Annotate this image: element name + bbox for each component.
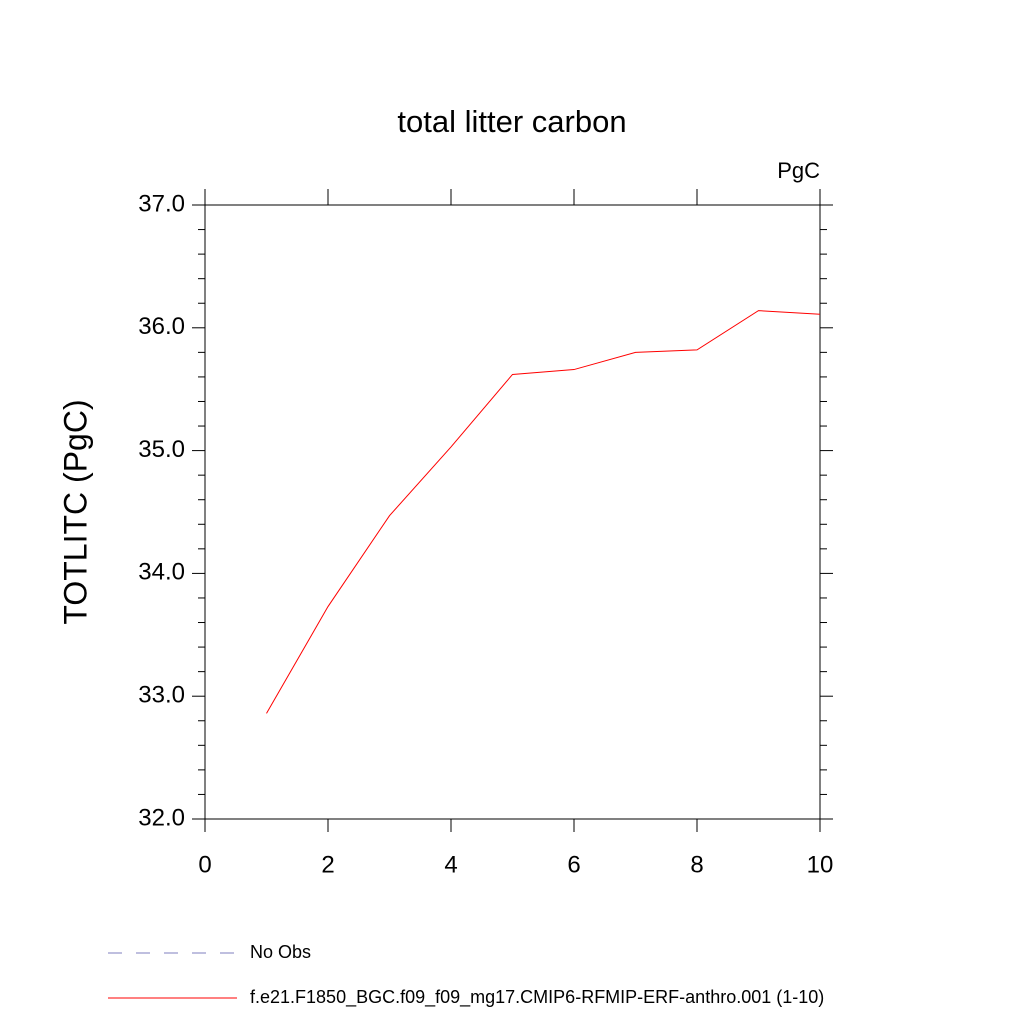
y-axis-label: TOTLITC (PgC) [57, 399, 93, 624]
y-tick-label: 32.0 [138, 804, 185, 831]
x-tick-label: 10 [807, 851, 834, 878]
x-tick-label: 8 [690, 851, 703, 878]
data-line [266, 310, 821, 714]
x-tick-label: 2 [321, 851, 334, 878]
legend-label: No Obs [250, 942, 311, 962]
y-tick-label: 35.0 [138, 436, 185, 463]
chart-title: total litter carbon [397, 104, 626, 139]
units-label: PgC [777, 158, 820, 183]
x-tick-label: 6 [567, 851, 580, 878]
y-tick-label: 33.0 [138, 682, 185, 709]
y-tick-label: 34.0 [138, 559, 185, 586]
y-tick-label: 37.0 [138, 190, 185, 217]
x-tick-label: 4 [444, 851, 457, 878]
x-tick-label: 0 [198, 851, 211, 878]
legend-label: f.e21.F1850_BGC.f09_f09_mg17.CMIP6-RFMIP… [250, 987, 824, 1008]
plot-frame [204, 204, 821, 820]
y-tick-label: 36.0 [138, 313, 185, 340]
